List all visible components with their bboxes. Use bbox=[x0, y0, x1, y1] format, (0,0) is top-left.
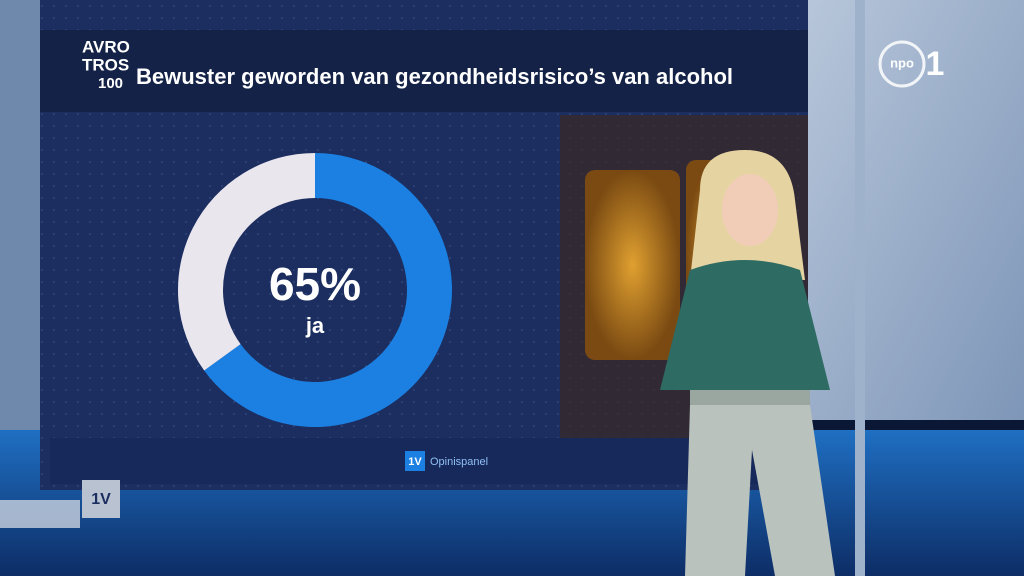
corner-badge: 1V bbox=[91, 491, 111, 508]
source-badge: 1V bbox=[408, 456, 422, 468]
footer-band bbox=[50, 438, 808, 484]
channel-logo-ring bbox=[878, 40, 926, 88]
center-value: 65% bbox=[269, 258, 361, 310]
channel-logo: npo bbox=[890, 55, 914, 70]
donut-chart bbox=[177, 153, 452, 427]
header-band bbox=[40, 30, 808, 112]
logo-line: TROS bbox=[82, 55, 129, 74]
center-label: ja bbox=[305, 313, 325, 338]
desk-edge bbox=[0, 500, 80, 528]
chart-title: Bewuster geworden van gezondheidsrisico’… bbox=[136, 64, 733, 89]
side-screen bbox=[0, 0, 42, 430]
donut-segment bbox=[204, 153, 452, 427]
source-badge-bg bbox=[405, 451, 425, 471]
side-screen bbox=[808, 0, 1024, 420]
presenter bbox=[660, 150, 835, 576]
donut-segment bbox=[177, 153, 315, 371]
logo-line: AVRO bbox=[82, 37, 130, 56]
source-text: Opinispanel bbox=[430, 456, 488, 468]
corner-badge-bg bbox=[82, 480, 120, 518]
pillar bbox=[855, 0, 865, 576]
logo-line: 100 bbox=[98, 75, 123, 92]
channel-logo: 1 bbox=[926, 45, 945, 83]
beer-glass bbox=[585, 170, 680, 360]
